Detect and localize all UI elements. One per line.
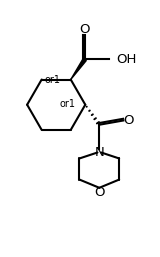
Text: O: O	[80, 23, 90, 36]
Text: N: N	[94, 146, 104, 159]
Text: or1: or1	[59, 99, 75, 109]
Text: OH: OH	[116, 53, 137, 66]
Text: O: O	[124, 114, 134, 127]
Polygon shape	[71, 58, 86, 79]
Text: or1: or1	[45, 75, 61, 85]
Text: O: O	[94, 186, 105, 199]
